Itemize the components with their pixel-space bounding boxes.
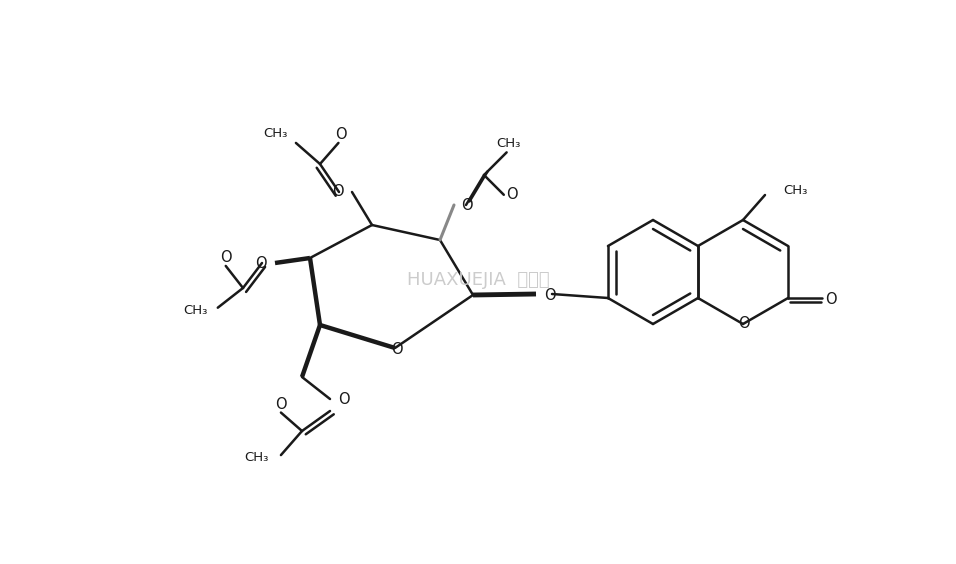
Text: O: O [825, 292, 836, 306]
Text: CH₃: CH₃ [245, 451, 269, 464]
Text: O: O [391, 341, 402, 356]
Text: CH₃: CH₃ [496, 137, 521, 150]
Text: O: O [338, 391, 350, 407]
Text: CH₃: CH₃ [783, 184, 808, 197]
Text: O: O [461, 197, 472, 213]
Text: O: O [738, 316, 750, 332]
Text: CH₃: CH₃ [184, 304, 207, 317]
Text: O: O [255, 255, 267, 271]
Text: O: O [333, 184, 344, 200]
Text: O: O [544, 288, 555, 302]
Text: O: O [220, 250, 231, 266]
Text: O: O [506, 187, 517, 202]
Text: O: O [335, 127, 346, 143]
Text: HUAXUEJIA  化学加: HUAXUEJIA 化学加 [406, 271, 550, 289]
Text: CH₃: CH₃ [264, 127, 288, 140]
Text: O: O [275, 397, 287, 412]
